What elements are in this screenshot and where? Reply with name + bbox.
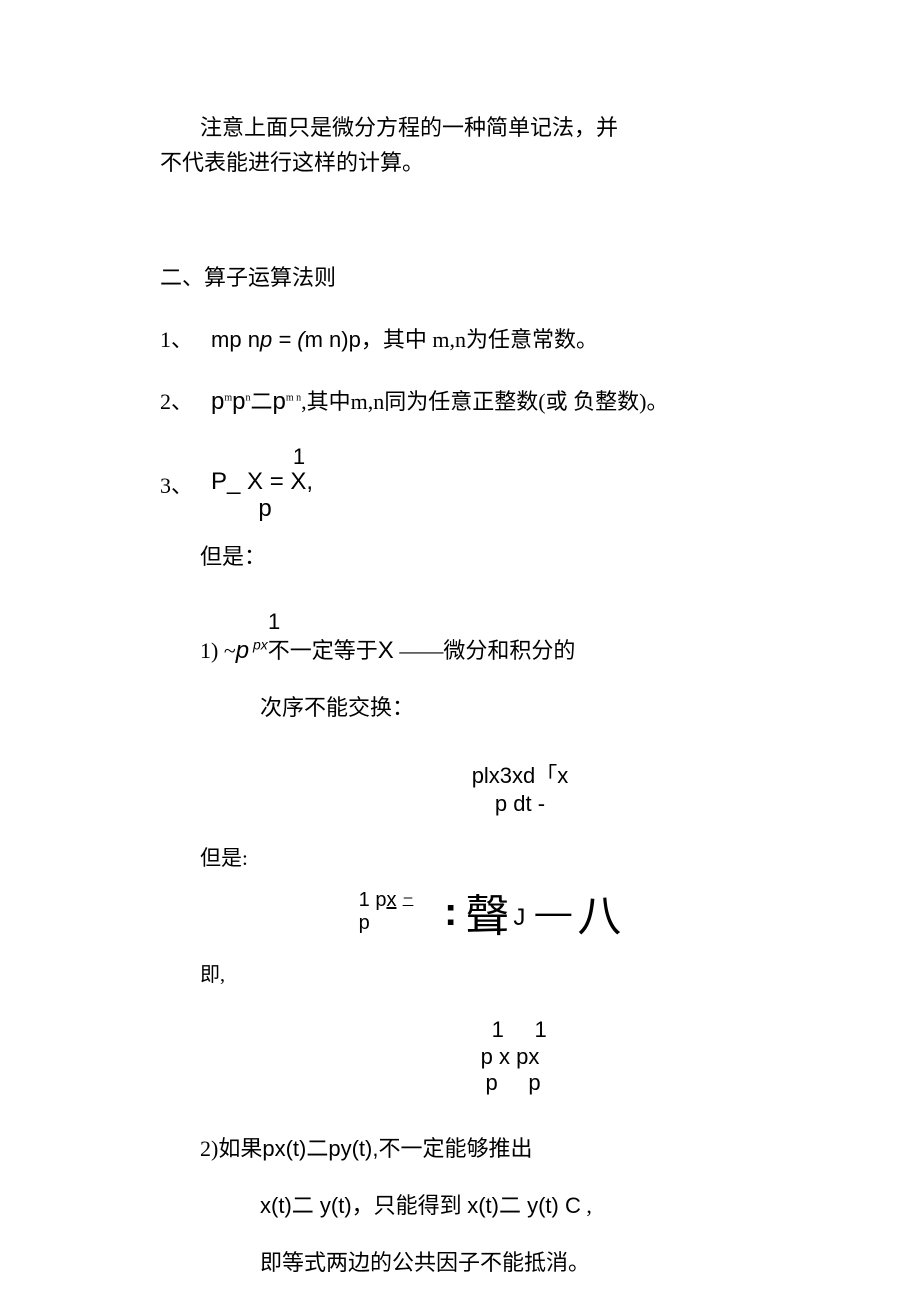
sub2-l2mid: ，只能得到 bbox=[352, 1193, 468, 1218]
eq1-l2: p dt - bbox=[120, 790, 920, 818]
eqw-l1: 1 px 二 bbox=[359, 889, 414, 912]
note-line1: 注意上面只是微分方程的一种简单记法，并 bbox=[200, 110, 700, 145]
rule-2-expr: pmpn二pm n,其中m,n同为任意正整数(或 负整数)。 bbox=[211, 384, 668, 416]
rule2-eq: 二 bbox=[251, 389, 273, 414]
rule-3-frac: 1 P_ X = X, p bbox=[211, 446, 313, 521]
rule2-p1: p bbox=[211, 388, 224, 415]
rule3-mid: P_ X = X, bbox=[211, 468, 313, 497]
eqw-j: J bbox=[513, 904, 525, 932]
sub2-l2eq: 二 bbox=[292, 1193, 314, 1218]
note-line2: 不代表能进行这样的计算。 bbox=[160, 145, 700, 180]
sub1-top: 1 bbox=[268, 611, 920, 633]
sub1-px: px bbox=[249, 637, 268, 653]
equation-weird: 1 px 二 p : 聲 J — 八 bbox=[0, 880, 920, 944]
rule1-p: p bbox=[260, 327, 272, 352]
document-page: 注意上面只是微分方程的一种简单记法，并 不代表能进行这样的计算。 二、算子运算法… bbox=[0, 0, 920, 1303]
rule-2: 2、 pmpn二pm n,其中m,n同为任意正整数(或 负整数)。 bbox=[160, 384, 920, 416]
sub1-tail1: 不一定等于 bbox=[268, 638, 378, 663]
rule-3: 3、 1 P_ X = X, p bbox=[160, 446, 920, 521]
sub2-px: px(t) bbox=[262, 1136, 306, 1161]
sub2-l1-tail: 不一定能够推出 bbox=[378, 1136, 532, 1161]
equation-1: plx3xd「x p dt - bbox=[0, 762, 920, 817]
rule3-bot: p bbox=[217, 497, 313, 521]
eqw-ba: 八 bbox=[577, 880, 621, 944]
eqw-l1b: x bbox=[386, 889, 396, 911]
eq2-r1: 1 1 bbox=[100, 1017, 920, 1043]
sub1-X: X bbox=[378, 637, 394, 664]
sub1-tail2: ――微分和积分的 bbox=[394, 638, 576, 663]
sub1-pre: 1) ~ bbox=[200, 638, 236, 663]
rule1-pre: mp n bbox=[211, 327, 260, 352]
eqw-left: 1 px 二 p bbox=[359, 889, 414, 935]
sub1-line2: 次序不能交换： bbox=[260, 690, 920, 722]
rule-1: 1、 mp np = (m n)p，其中 m,n为任意常数。 bbox=[160, 322, 920, 354]
eqw-l1c: 二 bbox=[402, 895, 414, 909]
sub2-l2b: y(t) bbox=[314, 1193, 352, 1218]
sub2-line3: 即等式两边的公共因子不能抵消。 bbox=[260, 1245, 920, 1277]
rule-3-line: 3、 1 P_ X = X, p bbox=[160, 446, 920, 521]
eqw-colon: : bbox=[444, 890, 457, 935]
note-paragraph: 注意上面只是微分方程的一种简单记法，并 不代表能进行这样的计算。 bbox=[200, 110, 700, 180]
rule2-p3: p bbox=[273, 388, 286, 415]
sub2-l1-pre: 2)如果 bbox=[200, 1136, 262, 1161]
eq1-l1: plx3xd「x bbox=[120, 762, 920, 790]
rule-2-num: 2、 bbox=[160, 384, 193, 416]
sub1: 1 1) ~p px不一定等于X ――微分和积分的 次序不能交换： bbox=[200, 611, 920, 722]
sub1-p: p bbox=[236, 637, 249, 664]
sub1-main: 1) ~p px不一定等于X ――微分和积分的 bbox=[200, 633, 920, 665]
eq2-r2: p x px bbox=[100, 1044, 920, 1070]
sub2-l2eq2: 二 bbox=[499, 1193, 521, 1218]
eqw-l2: p bbox=[359, 912, 414, 935]
sub2-py: py(t), bbox=[328, 1136, 378, 1161]
eqw-dash: — bbox=[535, 891, 571, 933]
equation-2: 1 1 p x px p p bbox=[0, 1017, 920, 1096]
rule2-mn: m n bbox=[286, 393, 301, 404]
rule1-mid: = ( bbox=[272, 327, 304, 352]
sub2-l2d: y(t) C bbox=[521, 1193, 581, 1218]
sub2-line2: x(t)二 y(t)，只能得到 x(t)二 y(t) C , bbox=[260, 1188, 920, 1220]
rule1-tail: ，其中 m,n为任意常数。 bbox=[361, 327, 598, 352]
rule-1-expr: mp np = (m n)p，其中 m,n为任意常数。 bbox=[211, 322, 598, 354]
rule2-tail: ,其中m,n同为任意正整数(或 负整数)。 bbox=[301, 389, 668, 414]
rule2-p2: p bbox=[232, 388, 245, 415]
rule2-m: m bbox=[224, 393, 232, 404]
ji-line: 即, bbox=[200, 958, 920, 987]
sub2-l2end: , bbox=[581, 1193, 592, 1218]
rule-1-num: 1、 bbox=[160, 322, 193, 354]
rule1-mid2: m n)p bbox=[305, 327, 361, 352]
eqw-l1a: 1 p bbox=[359, 889, 387, 911]
but-2: 但是: bbox=[200, 842, 920, 872]
sub2-line1: 2)如果px(t)二py(t),不一定能够推出 bbox=[200, 1131, 920, 1163]
sub2: 2)如果px(t)二py(t),不一定能够推出 x(t)二 y(t)，只能得到 … bbox=[200, 1131, 920, 1277]
rule-3-num: 3、 bbox=[160, 468, 193, 500]
rule3-top: 1 bbox=[285, 446, 313, 468]
eq2-r3: p p bbox=[100, 1070, 920, 1096]
sub2-l2c: x(t) bbox=[467, 1193, 499, 1218]
rule3-but: 但是： bbox=[200, 539, 920, 571]
eqw-sheng: 聲 bbox=[465, 880, 509, 944]
sub2-l2a: x(t) bbox=[260, 1193, 292, 1218]
sub2-eq1: 二 bbox=[306, 1136, 328, 1161]
section-title: 二、算子运算法则 bbox=[160, 260, 920, 292]
